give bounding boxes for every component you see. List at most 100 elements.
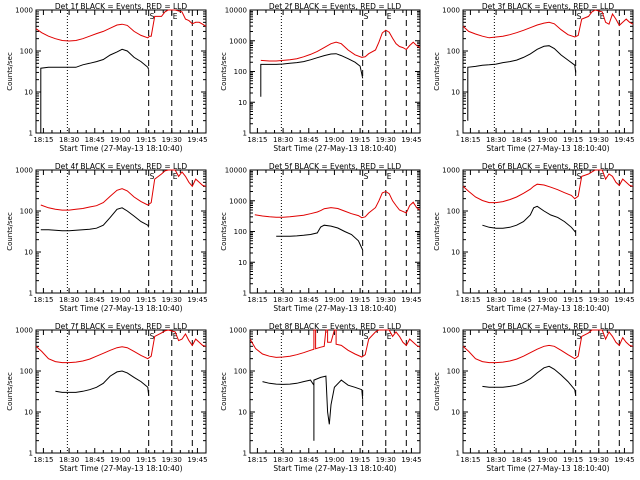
series-line-red [249,329,421,358]
event-marker-label: S [577,12,582,21]
chart-title: Det 4f BLACK = Events, RED = LLD [55,162,188,171]
y-axis-label: Counts/sec [433,212,441,251]
x-tick-label: 19:00 [324,456,344,464]
event-marker-label: S [364,172,369,181]
x-tick-label: 19:45 [187,136,207,144]
x-tick-label: 18:45 [512,136,532,144]
x-tick-label: 19:00 [537,456,557,464]
y-tick-label: 1000 [15,327,33,335]
y-tick-label: 10000 [225,7,247,15]
x-tick-label: 19:15 [136,296,156,304]
y-tick-label: 100 [234,368,247,376]
detector-panel-8: Det 8f BLACK = Events, RED = LLD 1 10 100 10… [220,322,422,473]
x-tick-label: 18:15 [247,136,267,144]
series-line-black [482,365,577,396]
x-tick-label: 19:00 [110,456,130,464]
plot-frame [462,9,634,134]
series-line-black [40,207,150,232]
chart-title: Det 8f BLACK = Events, RED = LLD [269,322,402,331]
plot-frame [249,9,421,134]
x-tick-label: 19:15 [350,136,370,144]
detector-panel-1: Det 1f BLACK = Events, RED = LLD 1 10 100 10… [6,2,208,153]
x-tick-label: 19:30 [376,456,396,464]
y-tick-label: 1 [29,290,33,298]
y-tick-label: 1000 [442,327,460,335]
y-tick-label: 10 [451,89,460,97]
series-line-red [260,29,421,62]
y-tick-label: 1 [456,290,460,298]
x-tick-label: 18:30 [273,136,293,144]
x-tick-label: 19:15 [136,136,156,144]
plot-frame [462,169,634,294]
x-tick-label: 18:45 [85,296,105,304]
series-line-red [462,329,634,364]
series-line-black [40,48,150,133]
y-tick-label: 10 [238,409,247,417]
x-tick-label: 18:45 [512,456,532,464]
y-tick-label: 10 [451,409,460,417]
chart-title: Det 1f BLACK = Events, RED = LLD [55,2,188,11]
x-tick-label: 19:00 [324,296,344,304]
event-marker-label: S [150,12,155,21]
event-marker-label: S [364,332,369,341]
y-tick-label: 1 [456,130,460,138]
detector-panel-3: Det 3f BLACK = Events, RED = LLD 1 10 100 10… [433,2,635,153]
y-tick-label: 10 [238,99,247,107]
x-tick-label: 19:30 [376,136,396,144]
x-tick-label: 18:15 [247,296,267,304]
x-axis-label: Start Time (27-May-13 18:10:40) [59,304,182,313]
y-axis-label: Counts/sec [433,372,441,411]
y-tick-label: 10 [24,249,33,257]
x-tick-label: 19:15 [563,136,583,144]
x-tick-label: 18:15 [33,136,53,144]
y-tick-label: 10 [24,89,33,97]
x-tick-label: 18:15 [247,456,267,464]
x-tick-label: 19:45 [187,456,207,464]
series-line-red [35,329,207,364]
chart-title: Det 2f BLACK = Events, RED = LLD [269,2,402,11]
event-marker-label: E [387,332,392,341]
x-tick-label: 19:15 [136,456,156,464]
x-tick-label: 18:15 [460,136,480,144]
event-marker-label: E [600,332,605,341]
plot-frame [249,169,421,294]
y-axis-label: Counts/sec [220,52,228,91]
detector-panel-9: Det 9f BLACK = Events, RED = LLD 1 10 100 10… [433,322,635,473]
y-axis-label: Counts/sec [6,52,14,91]
x-tick-label: 18:45 [299,136,319,144]
chart-title: Det 9f BLACK = Events, RED = LLD [482,322,615,331]
x-tick-label: 19:00 [324,136,344,144]
series-line-black [262,375,364,441]
y-tick-label: 100 [234,68,247,76]
y-tick-label: 100 [234,228,247,236]
y-tick-label: 1 [29,450,33,458]
x-tick-label: 18:30 [486,136,506,144]
x-axis-label: Start Time (27-May-13 18:10:40) [59,144,182,153]
chart-title: Det 3f BLACK = Events, RED = LLD [482,2,615,11]
y-tick-label: 1000 [229,327,247,335]
x-axis-label: Start Time (27-May-13 18:10:40) [486,304,609,313]
plot-frame [35,9,207,134]
x-tick-label: 18:30 [486,296,506,304]
y-tick-label: 1 [243,130,247,138]
series-line-red [462,9,634,39]
x-tick-label: 18:45 [512,296,532,304]
x-tick-label: 19:45 [401,296,421,304]
x-tick-label: 19:00 [110,296,130,304]
x-tick-label: 19:45 [401,136,421,144]
series-line-black [55,370,150,396]
x-tick-label: 19:00 [110,136,130,144]
event-marker-label: E [387,172,392,181]
x-tick-label: 18:45 [299,296,319,304]
x-tick-label: 19:30 [162,136,182,144]
series-line-red [254,190,421,219]
y-tick-label: 1 [243,450,247,458]
y-tick-label: 1000 [442,7,460,15]
y-tick-label: 1000 [15,167,33,175]
detector-panel-7: Det 7f BLACK = Events, RED = LLD 1 10 100 10… [6,322,208,473]
series-line-black [260,53,364,97]
y-tick-label: 100 [447,208,460,216]
y-tick-label: 1 [456,450,460,458]
